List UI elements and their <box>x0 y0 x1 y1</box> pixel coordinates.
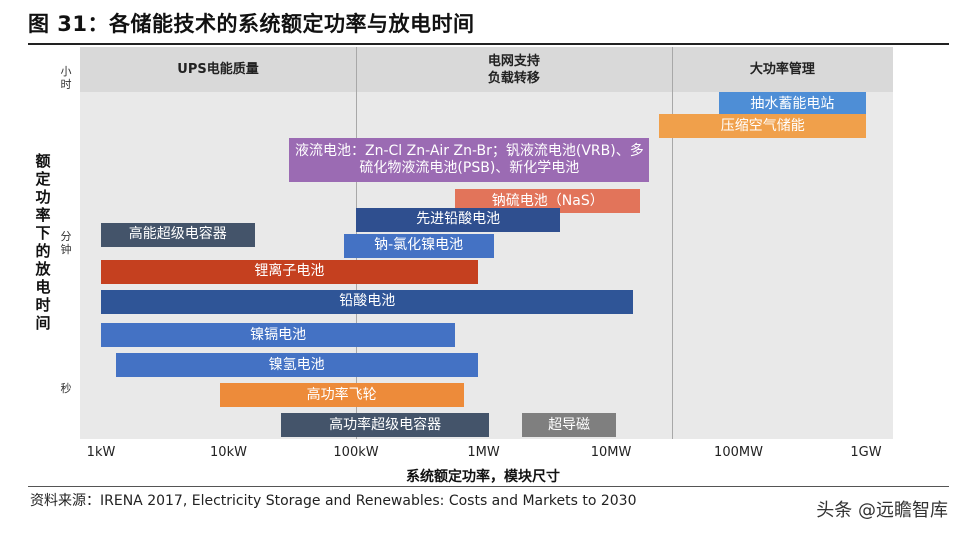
figure-title: 图 31：各储能技术的系统额定功率与放电时间 <box>28 12 475 36</box>
bar-label: 高能超级电容器 <box>128 226 227 243</box>
y-axis-label: 额定功率下的放电时间 <box>35 152 51 332</box>
range-bar: 液流电池：Zn-Cl Zn-Air Zn-Br；钒液流电池(VRB)、多 硫化物液… <box>289 137 650 182</box>
range-bar: 镍镉电池 <box>101 323 456 348</box>
x-tick-label: 1kW <box>86 445 116 460</box>
bar-label: 抽水蓄能电站 <box>750 95 835 112</box>
range-bar: 高功率飞轮 <box>219 383 464 408</box>
range-bar: 锂离子电池 <box>101 259 478 284</box>
region-label: UPS电能质量 <box>177 62 259 77</box>
x-tick-label: 1MW <box>467 445 500 460</box>
range-bar: 镍氢电池 <box>115 353 478 378</box>
x-tick-label: 10kW <box>210 445 247 460</box>
y-tick-label: 小时 <box>60 65 72 92</box>
x-tick-label: 100MW <box>714 445 763 460</box>
bar-label: 锂离子电池 <box>254 263 325 280</box>
range-bar: 先进铅酸电池 <box>356 207 561 232</box>
bar-label: 超导磁 <box>548 416 591 433</box>
source-note: 资料来源：IRENA 2017, Electricity Storage and… <box>30 493 637 509</box>
bar-label: 镍氢电池 <box>268 356 325 373</box>
region-label: 电网支持 负载转移 <box>487 53 540 86</box>
region-separator <box>671 47 673 439</box>
title-rule <box>28 43 949 45</box>
watermark: 头条 @远瞻智库 <box>816 500 948 521</box>
range-bar: 超导磁 <box>521 413 617 437</box>
bar-label: 钠硫电池（NaS） <box>491 192 604 209</box>
range-bar: 铅酸电池 <box>101 289 634 314</box>
x-tick-label: 1GW <box>850 445 882 460</box>
bottom-rule <box>28 486 949 487</box>
range-bar: 高能超级电容器 <box>101 222 255 247</box>
bar-label: 压缩空气储能 <box>720 117 805 134</box>
bar-label: 铅酸电池 <box>339 293 396 310</box>
bar-label: 高功率飞轮 <box>306 386 377 403</box>
bar-label: 高功率超级电容器 <box>329 416 442 433</box>
bar-label: 先进铅酸电池 <box>416 211 501 228</box>
y-tick-label: 秒 <box>60 381 72 395</box>
range-bar: 抽水蓄能电站 <box>718 92 866 116</box>
bar-label: 硫化物液流电池(PSB)、新化学电池 <box>359 159 580 176</box>
bar-label: 钠-氯化镍电池 <box>374 237 464 254</box>
region-header-band <box>80 47 893 92</box>
x-axis-label: 系统额定功率，模块尺寸 <box>406 469 560 485</box>
region-label: 大功率管理 <box>749 62 815 77</box>
bar-label: 液流电池：Zn-Cl Zn-Air Zn-Br；钒液流电池(VRB)、多 <box>294 142 644 159</box>
x-tick-label: 10MW <box>590 445 632 460</box>
y-tick-label: 分钟 <box>60 230 72 256</box>
bar-label: 镍镉电池 <box>250 326 307 343</box>
range-bar: 高功率超级电容器 <box>281 413 489 437</box>
range-bar: 钠-氯化镍电池 <box>343 233 494 258</box>
x-tick-label: 100kW <box>333 445 379 460</box>
range-bar: 压缩空气储能 <box>659 114 866 139</box>
